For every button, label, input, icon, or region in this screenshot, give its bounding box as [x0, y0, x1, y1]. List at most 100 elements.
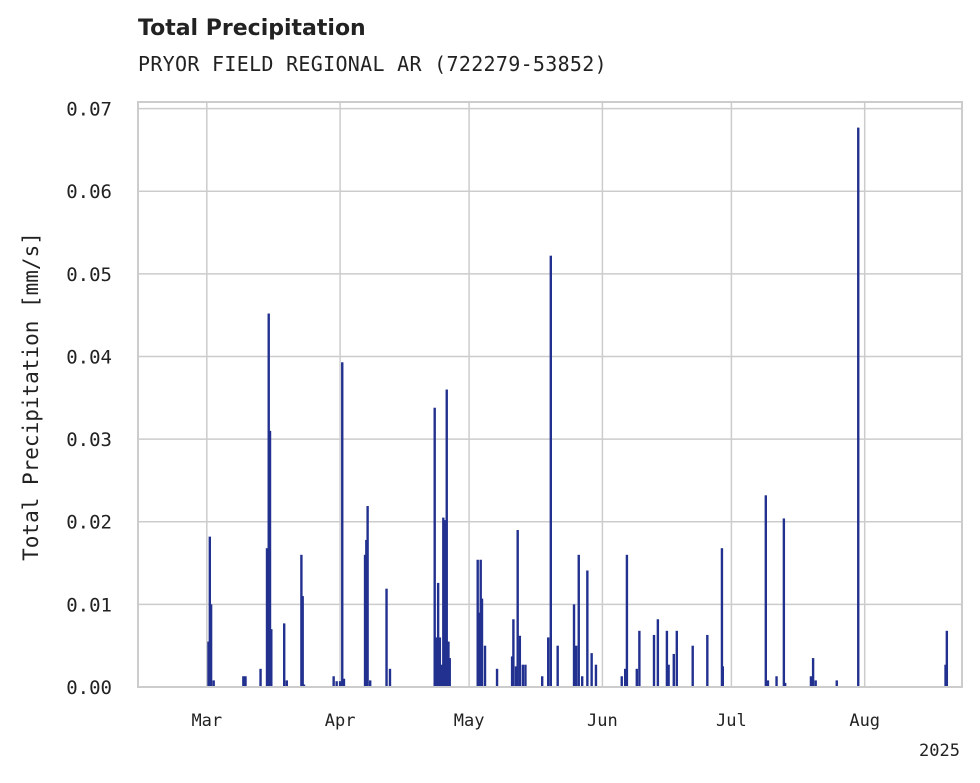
precip-bar: [244, 676, 247, 687]
y-tick-label: 0.03: [66, 429, 112, 451]
precip-bar: [212, 680, 215, 687]
precip-bar: [623, 668, 627, 687]
precip-bar: [541, 676, 544, 687]
precip-bar: [302, 684, 306, 687]
precip-bar: [342, 678, 346, 687]
precip-bar: [483, 645, 487, 687]
x-tick-label: May: [454, 711, 485, 731]
precip-bar: [270, 629, 273, 687]
precip-bar: [259, 668, 262, 687]
y-tick-label: 0.05: [66, 264, 112, 286]
precip-bar: [443, 520, 447, 687]
precip-bar: [580, 676, 584, 687]
precip-bar: [448, 658, 451, 687]
precip-bar: [691, 645, 694, 687]
precip-bar: [369, 680, 372, 687]
precip-bar: [524, 664, 527, 687]
precip-bar: [665, 630, 669, 687]
year-label: 2025: [919, 741, 960, 761]
precip-bar: [766, 680, 770, 687]
precip-bar: [811, 658, 815, 687]
precip-bar: [547, 637, 550, 687]
precip-bar: [857, 127, 860, 688]
plot-frame: [137, 101, 963, 688]
precip-bar: [835, 680, 838, 687]
precip-bar: [720, 548, 724, 687]
precip-bar: [512, 619, 515, 687]
precip-bar: [577, 554, 580, 687]
precip-bar: [476, 559, 479, 687]
precip-bar: [445, 389, 448, 687]
precip-bar: [447, 641, 450, 687]
precip-bar: [440, 664, 443, 687]
precip-bar: [809, 676, 813, 687]
precip-bar: [521, 664, 525, 687]
precip-bar: [332, 676, 335, 687]
precip-bar: [572, 604, 576, 687]
y-axis-label: Total Precipitation [mm/s]: [19, 232, 43, 561]
precip-bar: [435, 637, 438, 687]
precip-bar: [363, 554, 367, 687]
precip-bar: [366, 506, 369, 687]
precip-bar: [300, 554, 303, 687]
precip-bar: [477, 612, 481, 687]
x-tick-label: Aug: [849, 711, 880, 731]
precip-bar: [625, 554, 629, 687]
precip-bar: [782, 518, 786, 687]
precip-bar: [436, 582, 440, 687]
precip-bar: [207, 641, 210, 687]
precip-bar: [652, 634, 656, 687]
precip-bar: [667, 664, 670, 687]
x-tick-label: Jun: [587, 711, 618, 731]
y-tick-label: 0.00: [66, 677, 112, 699]
precip-bar: [495, 668, 499, 687]
precip-bar: [945, 630, 949, 687]
precip-bar: [590, 653, 593, 687]
precip-bar: [438, 637, 442, 687]
precip-bar: [675, 630, 678, 687]
precip-bar: [514, 666, 518, 687]
precip-bar: [283, 623, 286, 687]
precip-bar: [268, 430, 272, 687]
precip-bar: [480, 598, 484, 687]
precip-bar: [764, 495, 767, 687]
precip-bar: [549, 255, 552, 687]
precip-bar: [433, 407, 436, 687]
precip-bar: [586, 570, 589, 687]
precip-bar: [267, 313, 270, 687]
precip-bar: [721, 666, 724, 687]
x-tick-label: Jul: [716, 711, 747, 731]
y-tick-label: 0.07: [66, 99, 112, 121]
precip-bar: [556, 645, 559, 687]
precip-bar: [335, 681, 338, 687]
precip-bar: [620, 676, 623, 687]
x-tick-label: Apr: [325, 711, 356, 731]
precip-bar: [518, 635, 522, 687]
precip-bar: [574, 645, 578, 687]
precip-bar: [635, 668, 638, 687]
precip-bar: [285, 680, 288, 687]
precip-bar: [944, 664, 947, 687]
precip-bar: [442, 517, 445, 687]
precip-bar: [656, 619, 660, 687]
precip-bar: [242, 676, 245, 687]
precip-bar: [638, 630, 641, 687]
precip-bar: [775, 676, 778, 687]
precip-bar: [365, 539, 368, 687]
y-tick-label: 0.04: [66, 346, 112, 368]
precip-bar: [783, 682, 787, 687]
y-tick-label: 0.06: [66, 181, 112, 203]
precip-bar: [516, 530, 519, 687]
precip-bar: [341, 362, 344, 687]
x-tick-label: Mar: [191, 711, 222, 731]
precip-bar: [706, 634, 709, 687]
precip-bar: [672, 653, 675, 687]
precip-bar: [814, 680, 817, 687]
precip-bar: [385, 588, 388, 687]
precip-bar: [479, 559, 482, 687]
precip-bar: [388, 668, 392, 687]
precip-bar: [338, 681, 342, 687]
chart-title: Total Precipitation: [138, 16, 366, 41]
precip-bar: [301, 596, 304, 687]
